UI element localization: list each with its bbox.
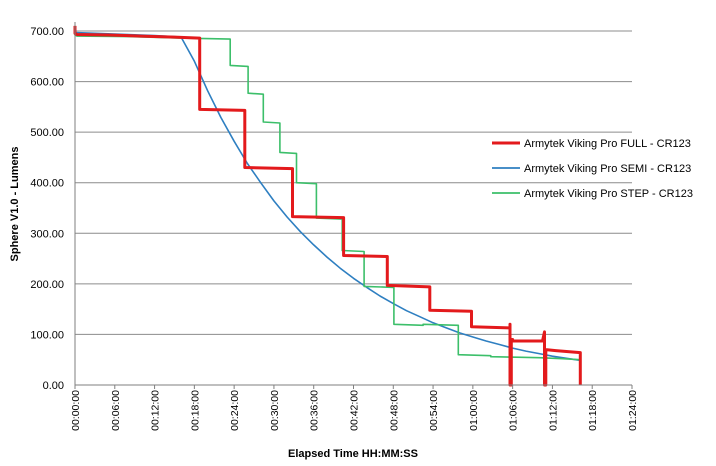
y-tick-label: 400.00 [30, 178, 64, 190]
x-tick-label: 00:00:00 [70, 390, 82, 431]
x-tick-labels: 00:00:00 00:06:00 00:12:00 00:18:00 00:24:00… [70, 385, 639, 431]
x-axis-title: Elapsed Time HH:MM:SS [288, 448, 418, 460]
legend-entry: Armytek Viking Pro SEMI - CR123 [524, 163, 691, 175]
x-tick-label: 00:48:00 [388, 390, 400, 431]
y-tick-labels: 0.00 100.00 200.00 300.00 400.00 500.00 600.00… [30, 26, 64, 392]
x-tick-label: 00:24:00 [229, 390, 241, 431]
x-tick-label: 00:30:00 [269, 390, 281, 431]
grid-lines [75, 30, 632, 335]
x-tick-label: 01:06:00 [508, 390, 520, 431]
y-tick-label: 100.00 [30, 329, 64, 341]
x-tick-label: 00:36:00 [309, 390, 321, 431]
y-tick-label: 600.00 [30, 77, 64, 89]
legend: Armytek Viking Pro FULL - CR123 Armytek V… [492, 138, 693, 200]
series-group [73, 25, 582, 387]
series-line [73, 25, 582, 387]
legend-entry: Armytek Viking Pro FULL - CR123 [524, 138, 691, 150]
x-tick-label: 01:18:00 [587, 390, 599, 431]
series-line [74, 31, 580, 361]
x-tick-label: 01:12:00 [547, 390, 559, 431]
y-tick-label: 0.00 [43, 380, 64, 392]
x-tick-label: 00:42:00 [349, 390, 361, 431]
y-axis-title: Sphere V1.0 - Lumens [9, 147, 21, 262]
y-tick-label: 700.00 [30, 26, 64, 38]
legend-entry: Armytek Viking Pro STEP - CR123 [524, 188, 693, 200]
y-tick-label: 200.00 [30, 279, 64, 291]
y-tick-label: 300.00 [30, 228, 64, 240]
y-tick-label: 500.00 [30, 127, 64, 139]
x-tick-label: 01:00:00 [468, 390, 480, 431]
x-tick-label: 00:12:00 [150, 390, 162, 431]
x-tick-label: 00:18:00 [189, 390, 201, 431]
x-tick-label: 00:54:00 [428, 390, 440, 431]
x-tick-label: 00:06:00 [110, 390, 122, 431]
x-tick-label: 01:24:00 [627, 390, 639, 431]
